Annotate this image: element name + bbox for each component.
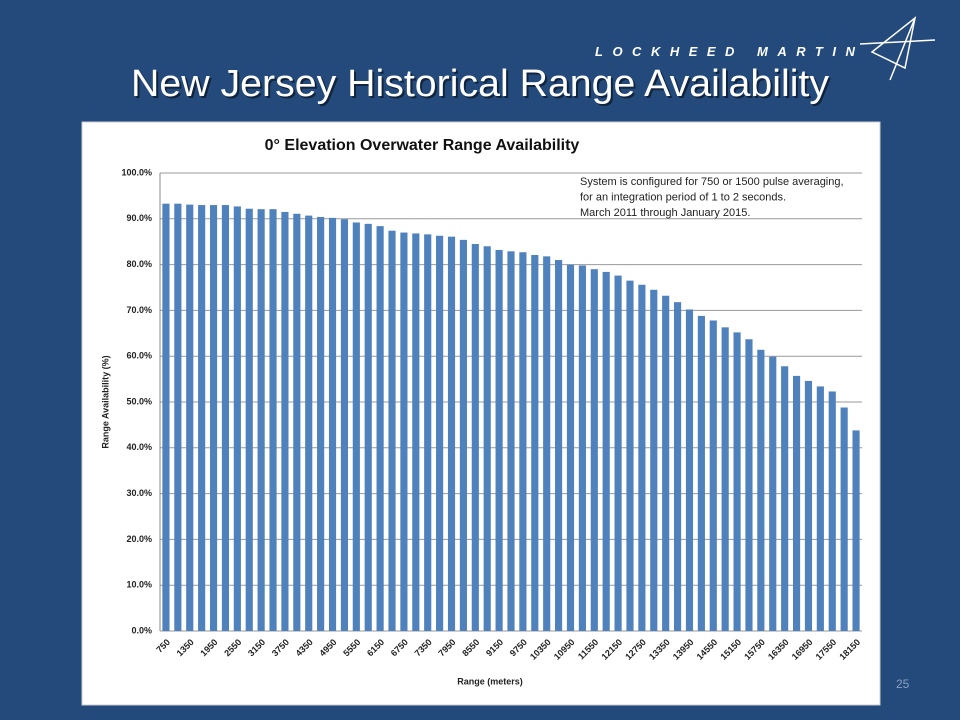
bar (400, 232, 408, 632)
bar (614, 275, 622, 631)
bar (376, 226, 384, 632)
bar (792, 375, 801, 631)
bar (364, 223, 372, 631)
bar (412, 233, 420, 631)
bar (162, 203, 170, 631)
annotation: for an integration period of 1 to 2 seco… (580, 191, 786, 203)
bar (769, 356, 777, 631)
chart-title: 0° Elevation Overwater Range Availabilit… (265, 137, 580, 154)
bar (602, 271, 610, 631)
annotation: March 2011 through January 2015. (580, 207, 750, 219)
y-tick-label: 80.0% (126, 259, 152, 269)
slide-title: New Jersey Historical Range Availability (131, 63, 829, 105)
logo-star (859, 16, 936, 81)
y-tick-label: 90.0% (126, 213, 152, 223)
bar (186, 204, 194, 632)
bar (436, 235, 444, 631)
bar (578, 265, 586, 631)
page-number: 25 (896, 677, 910, 691)
bar (733, 332, 741, 631)
bar (305, 215, 313, 631)
bar (816, 386, 824, 631)
bar (269, 209, 277, 631)
bar (245, 208, 253, 631)
bar (471, 243, 479, 632)
bar (638, 284, 646, 631)
bar (328, 217, 337, 631)
bar (293, 213, 301, 631)
bar (804, 380, 813, 631)
bar (721, 327, 729, 631)
bar (340, 219, 348, 631)
y-tick-label: 0.0% (131, 625, 152, 635)
bar (483, 246, 491, 631)
y-axis-label: Range Availability (%) (100, 355, 110, 448)
bar (662, 295, 670, 631)
bar (852, 430, 860, 631)
annotation: System is configured for 750 or 1500 pul… (580, 176, 844, 188)
bar (566, 264, 575, 631)
bar (352, 222, 360, 632)
bar (388, 230, 396, 631)
bar (650, 289, 658, 631)
bar (198, 205, 206, 631)
bar (424, 234, 432, 631)
slide-title-shadow: New Jersey Historical Range Availability (133, 65, 831, 107)
bar (757, 349, 765, 631)
bar (495, 249, 503, 631)
y-tick-label: 60.0% (126, 351, 152, 361)
bar (781, 366, 789, 631)
bar (685, 309, 694, 631)
bar (531, 254, 539, 631)
x-axis-label: Range (meters) (457, 676, 523, 686)
bar (626, 280, 634, 631)
y-tick-label: 20.0% (126, 534, 152, 544)
bar (674, 302, 682, 631)
bar (317, 216, 325, 631)
bar (507, 251, 515, 631)
bar (555, 260, 563, 631)
y-tick-label: 70.0% (126, 305, 152, 315)
bar (174, 203, 182, 631)
y-tick-label: 10.0% (126, 580, 152, 590)
bar (828, 391, 836, 631)
bar (697, 315, 705, 631)
bar (459, 239, 467, 632)
bar (519, 252, 527, 631)
bar (257, 209, 265, 631)
y-tick-label: 40.0% (126, 442, 152, 452)
bar (447, 236, 456, 632)
bar (281, 211, 289, 631)
bar (840, 407, 848, 631)
bar (209, 205, 218, 631)
bar (221, 205, 230, 631)
y-tick-label: 100.0% (121, 167, 152, 177)
bar (709, 320, 717, 631)
y-tick-label: 30.0% (126, 488, 152, 498)
bar (590, 269, 598, 631)
logo: LOCKHEED MARTIN (595, 44, 864, 59)
bar (543, 256, 551, 631)
y-tick-label: 50.0% (126, 396, 152, 406)
bar (745, 339, 753, 631)
bar (233, 206, 241, 631)
